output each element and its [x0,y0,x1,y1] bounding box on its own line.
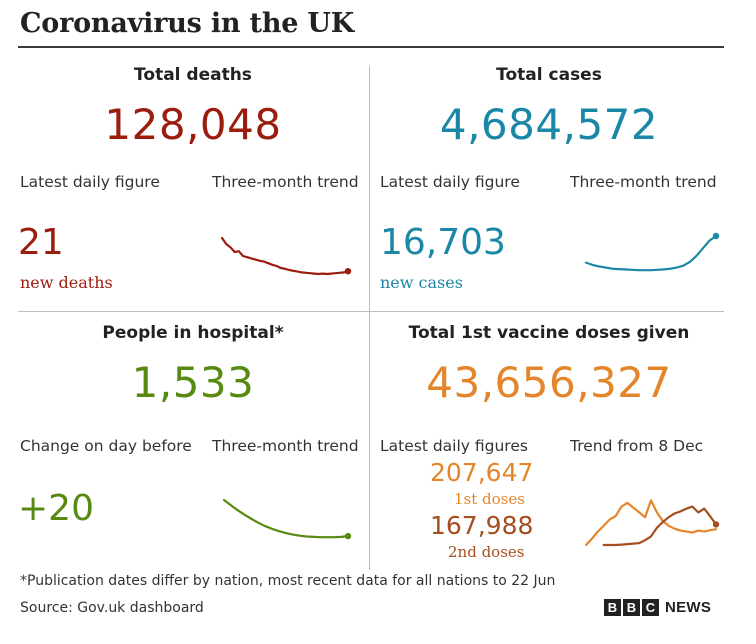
source-note: Source: Gov.uk dashboard [20,600,204,616]
cases-panel: Total cases 4,684,572 Latest daily figur… [374,62,724,307]
vaccine-panel: Total 1st vaccine doses given 43,656,327… [374,320,724,570]
cases-daily-value: 16,703 [380,222,506,263]
deaths-total: 128,048 [104,100,282,149]
deaths-trend-label: Three-month trend [212,173,359,191]
bbc-logo-news: NEWS [665,598,712,616]
hospital-trend-chart [222,498,352,540]
deaths-daily-value: 21 [18,222,64,263]
cases-heading: Total cases [496,65,602,85]
bbc-logo-letter: B [604,598,621,616]
bbc-news-logo: B B C NEWS [604,598,711,616]
deaths-heading: Total deaths [134,65,252,85]
cases-total: 4,684,572 [439,100,659,149]
cases-trend-line [584,234,718,272]
vaccine-first-doses-line [584,499,718,547]
vaccine-first-label: 1st doses [454,490,525,508]
hospital-heading: People in hospital* [102,323,284,343]
vertical-divider [369,66,370,570]
hospital-daily-value: +20 [18,488,94,529]
footnote: *Publication dates differ by nation, mos… [20,573,556,589]
deaths-panel: Total deaths 128,048 Latest daily figure… [18,62,368,307]
deaths-daily-label: Latest daily figure [20,173,160,191]
bbc-logo-letter: C [642,598,659,616]
cases-trend-line-end-dot [712,232,720,240]
vaccine-daily-label: Latest daily figures [380,437,528,455]
cases-trend-chart [584,232,720,272]
vaccine-second-value: 167,988 [430,511,534,540]
cases-trend-label: Three-month trend [570,173,717,191]
bbc-logo-letter: B [623,598,640,616]
deaths-trend-line-end-dot [344,268,352,275]
cases-daily-label: Latest daily figure [380,173,520,191]
deaths-daily-unit: new deaths [20,273,113,292]
horizontal-divider [18,311,724,312]
vaccine-second-doses-end-dot [712,521,720,528]
vaccine-trend-chart [584,499,720,547]
page-title: Coronavirus in the UK [20,8,355,39]
hospital-trend-line-end-dot [344,532,352,540]
vaccine-second-label: 2nd doses [448,543,525,561]
vaccine-trend-label: Trend from 8 Dec [570,437,704,455]
cases-daily-unit: new cases [380,273,463,292]
hospital-panel: People in hospital* 1,533 Change on day … [18,320,368,570]
vaccine-heading: Total 1st vaccine doses given [408,323,690,343]
vaccine-second-doses-line [602,505,718,547]
vaccine-total: 43,656,327 [426,358,672,407]
vaccine-first-value: 207,647 [430,458,534,487]
hospital-trend-label: Three-month trend [212,437,359,455]
hospital-daily-label: Change on day before [20,437,192,455]
hospital-trend-line [222,498,350,539]
deaths-trend-line [220,236,350,276]
title-divider [18,46,724,48]
hospital-total: 1,533 [131,358,255,407]
deaths-trend-chart [220,236,352,276]
